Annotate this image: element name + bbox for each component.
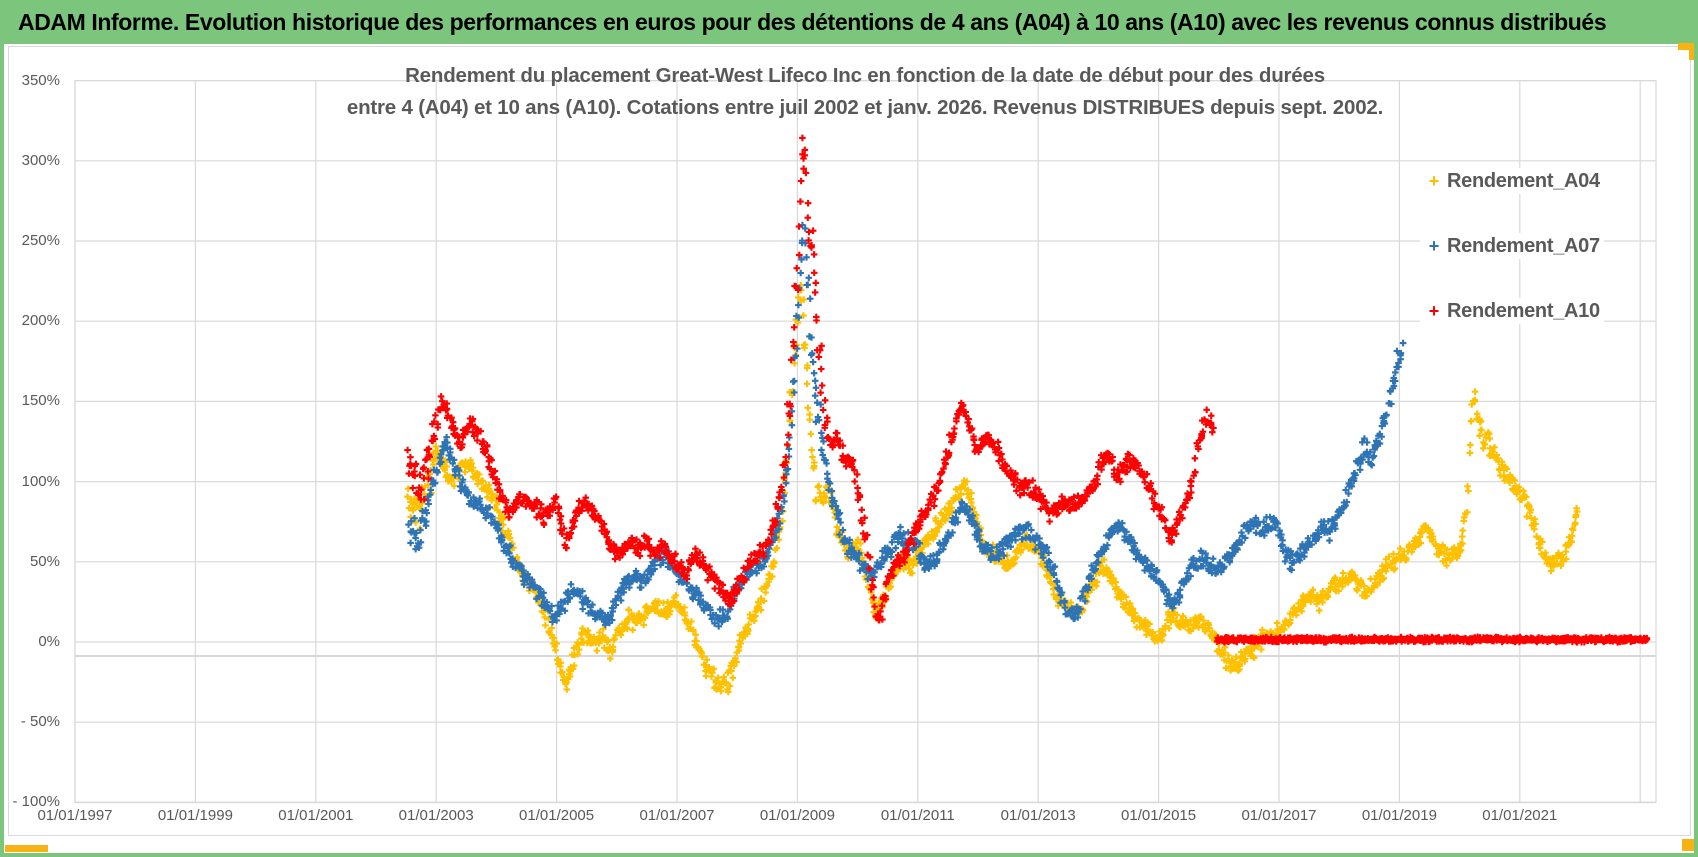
- x-tick-label-2013: 01/01/2013: [1000, 807, 1076, 824]
- header-bar: ADAM Informe. Evolution historique des p…: [0, 0, 1698, 44]
- plot-border: [74, 79, 1657, 803]
- x-tick-label-2015: 01/01/2015: [1121, 807, 1197, 824]
- series-points-rendement_a10: [404, 134, 1651, 646]
- gridlines: [74, 79, 1657, 804]
- anchor-handle-top-right-h: [1678, 43, 1696, 50]
- x-tick-label-2019: 01/01/2019: [1361, 807, 1437, 824]
- x-tick-label-2003: 01/01/2003: [398, 807, 474, 824]
- x-tick-label-2001: 01/01/2001: [278, 807, 354, 824]
- legend-item-rendement_a10[interactable]: + Rendement_A10: [1420, 298, 1604, 324]
- legend-marker-icon: +: [1428, 301, 1440, 321]
- series-layer: [404, 134, 1651, 696]
- anchor-handle-bottom-right: [1682, 839, 1698, 851]
- x-tick-label-1999: 01/01/1999: [157, 807, 233, 824]
- legend-marker-icon: +: [1428, 236, 1440, 256]
- y-tick-label-300: 300%: [21, 151, 60, 169]
- x-tick-label-2005: 01/01/2005: [519, 807, 595, 824]
- y-tick-label--100: - 100%: [12, 793, 60, 811]
- chart-title-line1: Rendement du placement Great-West Lifeco…: [405, 64, 1325, 87]
- legend-marker-icon: +: [1428, 171, 1440, 191]
- x-tick-label-2009: 01/01/2009: [759, 807, 835, 824]
- anchor-handle-top-right-v: [1689, 43, 1696, 60]
- y-tick-label--50: - 50%: [20, 713, 60, 731]
- x-tick-label-2021: 01/01/2021: [1482, 807, 1558, 824]
- x-tick-label-2011: 01/01/2011: [880, 807, 955, 824]
- x-tick-label-1997: 01/01/1997: [37, 807, 113, 824]
- y-tick-label-150: 150%: [21, 392, 60, 410]
- legend: + Rendement_A04 + Rendement_A07 + Rendement_A…: [1420, 168, 1604, 363]
- y-tick-label-350: 350%: [21, 71, 60, 89]
- anchor-handle-bottom-left: [5, 845, 48, 852]
- x-tick-label-2007: 01/01/2007: [639, 807, 715, 824]
- legend-label: Rendement_A04: [1447, 169, 1600, 192]
- y-tick-label-0: 0%: [38, 633, 60, 650]
- y-tick-label-100: 100%: [21, 472, 60, 490]
- legend-label: Rendement_A10: [1447, 299, 1600, 322]
- chart-title-line2: entre 4 (A04) et 10 ans (A10). Cotations…: [346, 96, 1384, 119]
- x-tick-label-2017: 01/01/2017: [1241, 807, 1317, 824]
- chart-title: Rendement du placement Great-West Lifeco…: [260, 60, 1470, 124]
- y-tick-label-250: 250%: [21, 232, 60, 249]
- legend-item-rendement_a07[interactable]: + Rendement_A07: [1420, 233, 1604, 259]
- y-tick-label-50: 50%: [29, 552, 60, 570]
- legend-label: Rendement_A07: [1447, 234, 1600, 257]
- legend-item-rendement_a04[interactable]: + Rendement_A04: [1420, 168, 1604, 194]
- chart-area[interactable]: [8, 46, 1691, 836]
- y-tick-label-200: 200%: [21, 312, 60, 330]
- page-title: ADAM Informe. Evolution historique des p…: [18, 8, 1607, 35]
